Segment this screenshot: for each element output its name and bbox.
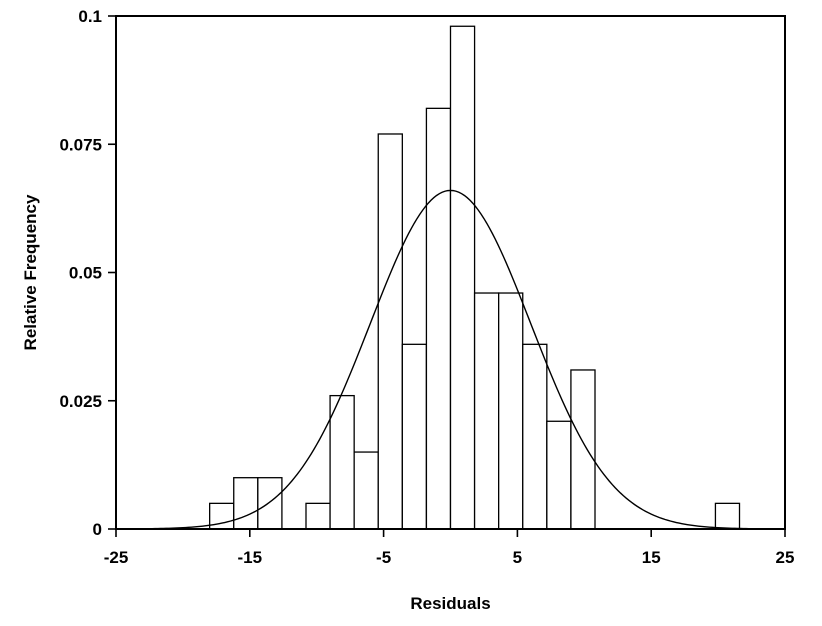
histogram-bar: [449, 25, 476, 530]
normal-curve: [115, 189, 786, 530]
histogram-bar: [305, 502, 331, 530]
x-axis-ticks: -25 -15 -5 5 15 25: [104, 529, 795, 567]
x-tick-label: -25: [104, 548, 129, 567]
y-axis-ticks: 0 0.025 0.05 0.075 0.1: [59, 7, 116, 539]
histogram-bar: [233, 477, 259, 530]
histogram-bar: [570, 369, 596, 530]
y-tick-label: 0: [93, 520, 102, 539]
histogram-bars: [209, 25, 741, 530]
histogram-bar: [498, 292, 524, 530]
x-tick-label: -5: [376, 548, 391, 567]
histogram-bar: [401, 343, 428, 530]
histogram-bar: [329, 394, 355, 530]
histogram-bar: [522, 343, 548, 530]
y-axis-label: Relative Frequency: [21, 194, 40, 350]
histogram-bar: [714, 502, 741, 530]
y-tick-label: 0.075: [59, 135, 102, 154]
x-tick-label: 15: [642, 548, 661, 567]
y-tick-label: 0.025: [59, 392, 102, 411]
histogram-bar: [546, 420, 572, 530]
histogram-bar: [353, 451, 379, 530]
histogram-bar: [473, 292, 500, 530]
histogram-bar: [257, 477, 283, 530]
y-tick-label: 0.05: [69, 264, 102, 283]
histogram-bar: [377, 133, 403, 530]
histogram-bar: [425, 107, 452, 530]
x-tick-label: 5: [513, 548, 522, 567]
y-tick-label: 0.1: [78, 7, 102, 26]
x-tick-label: -15: [238, 548, 263, 567]
x-tick-label: 25: [776, 548, 795, 567]
x-axis-label: Residuals: [410, 594, 490, 613]
